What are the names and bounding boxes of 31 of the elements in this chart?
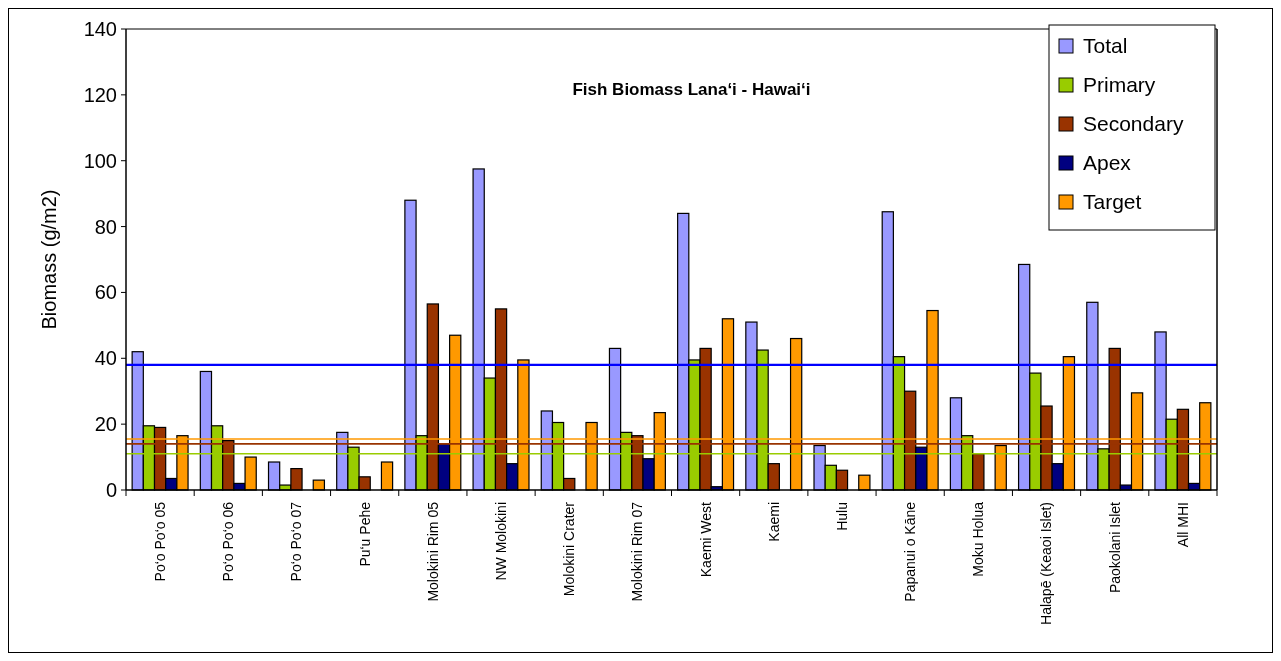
y-tick-label: 140 xyxy=(83,18,117,40)
y-tick-label: 80 xyxy=(94,215,117,238)
x-tick-label: Papanui o Kāne xyxy=(902,501,919,602)
legend-label: Target xyxy=(1083,190,1142,214)
x-tick-label: Molokini Rim 07 xyxy=(629,501,646,602)
y-tick-label: 100 xyxy=(83,149,117,172)
y-tick-label: 60 xyxy=(94,281,117,304)
x-tick-label: All MHI xyxy=(1174,502,1191,548)
x-tick-label: Po‘o Po‘o 06 xyxy=(220,501,237,582)
x-tick-label: Po‘o Po‘o 07 xyxy=(288,501,305,582)
x-tick-label: Kaemi West xyxy=(697,501,714,578)
x-tick-label: NW Molokini xyxy=(492,502,509,581)
legend-label: Total xyxy=(1083,34,1128,58)
x-tick-label: Moku Holua xyxy=(970,501,987,577)
text: Fish Biomass Lana‘i - Hawai‘i xyxy=(572,80,811,99)
x-tick-label: Pu‘u Pehe xyxy=(356,501,373,567)
x-tick-label: Po‘o Po‘o 05 xyxy=(151,501,168,582)
y-tick-label: 120 xyxy=(83,83,117,106)
x-tick-label: Molokini Crater xyxy=(561,501,578,597)
legend-label: Secondary xyxy=(1083,112,1184,136)
x-tick-label: Paokolani Islet xyxy=(1106,501,1123,594)
x-tick-label: Hulu xyxy=(833,502,850,531)
y-tick-label: 40 xyxy=(94,347,117,370)
x-tick-label: Kaemi xyxy=(765,502,782,542)
x-tick-label: Molokini Rim 05 xyxy=(424,501,441,602)
y-tick-label: 20 xyxy=(94,413,117,436)
y-axis-title: Biomass (g/m2) xyxy=(38,189,60,330)
x-tick-label: Halapē (Keaoi Islet) xyxy=(1038,502,1055,625)
y-tick-label: 0 xyxy=(105,479,117,501)
legend-label: Apex xyxy=(1083,151,1132,175)
legend-label: Primary xyxy=(1083,73,1156,97)
